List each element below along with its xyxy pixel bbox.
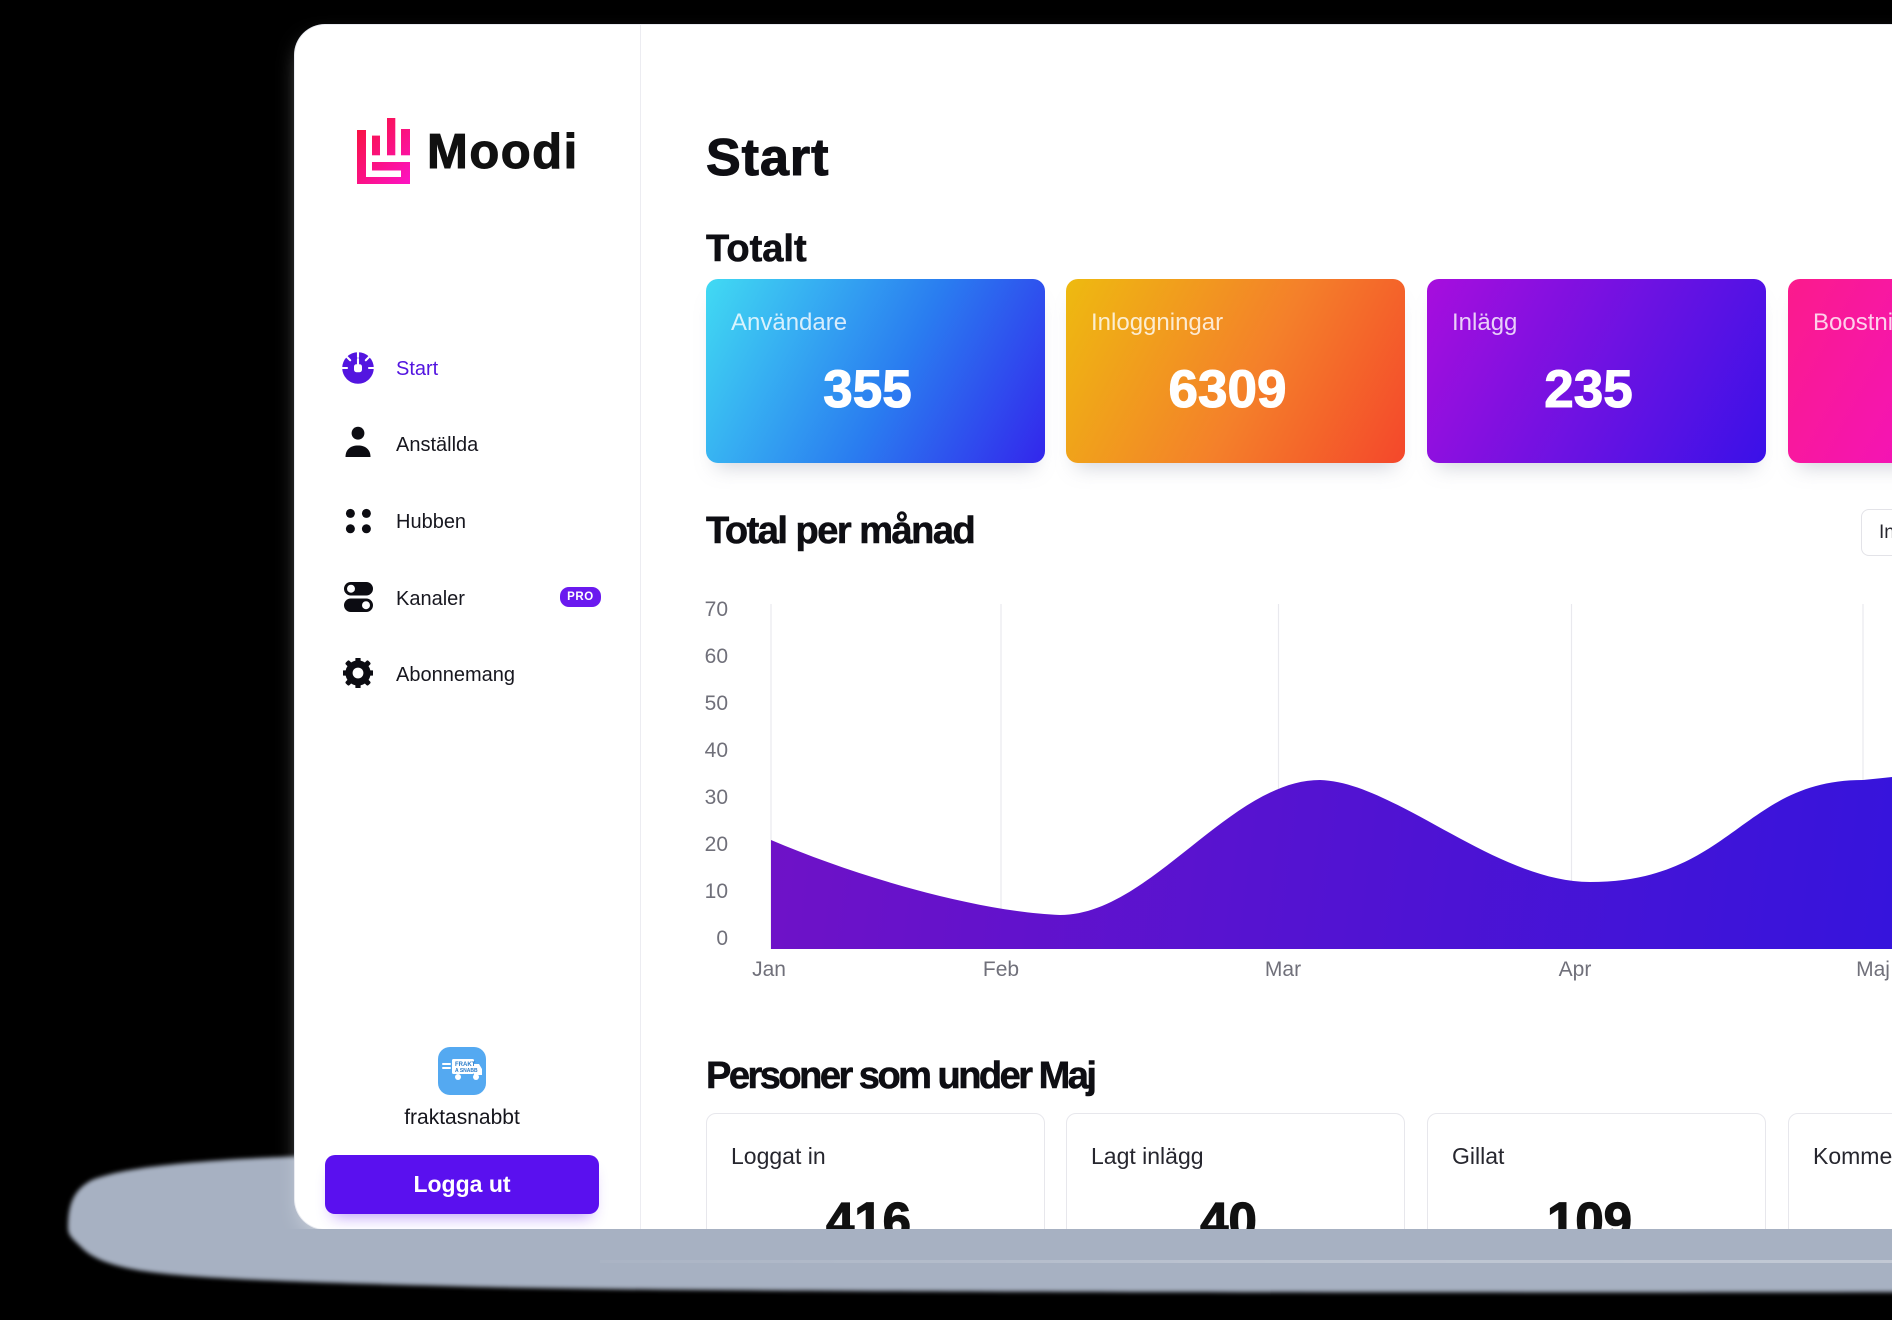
svg-text:A SNABB: A SNABB bbox=[455, 1068, 478, 1074]
svg-text:FRAKT: FRAKT bbox=[455, 1062, 476, 1068]
